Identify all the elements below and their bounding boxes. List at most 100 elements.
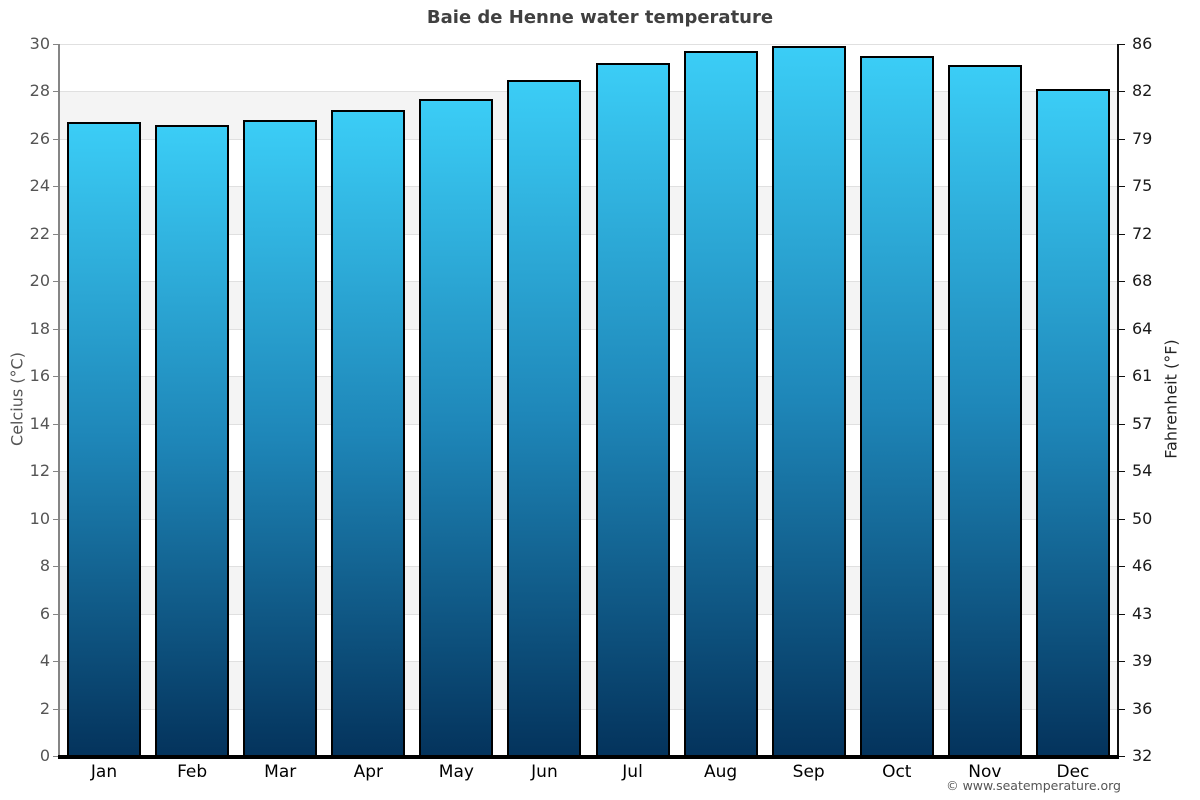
y-tick-mark-right [1119,138,1125,140]
y-tick-label-fahrenheit-86: 86 [1132,34,1153,53]
x-tick-label-nov: Nov [968,762,1002,782]
y-tick-mark-left [53,471,58,473]
y-tick-label-fahrenheit-36: 36 [1132,698,1153,718]
y-tick-mark-left [53,518,58,520]
bar-may[interactable] [419,98,494,756]
y-tick-label-celsius-18: 18 [29,318,50,338]
y-tick-mark-right [1119,91,1125,93]
x-tick-label-oct: Oct [882,762,912,782]
y-tick-label-fahrenheit-39: 39 [1132,651,1153,671]
y-tick-label-celsius-12: 12 [29,461,50,481]
y-tick-label-fahrenheit-72: 72 [1132,223,1153,243]
y-tick-label-celsius-10: 10 [29,508,50,528]
bar-mar[interactable] [243,119,318,756]
x-tick-label-jan: Jan [90,762,118,782]
y-axis-line-right [1117,44,1119,756]
y-tick-label-fahrenheit-57: 57 [1132,413,1153,433]
plot-band [60,613,1117,662]
y-tick-label-fahrenheit-50: 50 [1132,508,1153,528]
y-tick-mark-right [1119,376,1125,378]
chart-title: Baie de Henne water temperature [426,7,774,28]
y-tick-mark-right [1119,281,1125,283]
y-tick-mark-left [53,756,58,757]
y-tick-label-fahrenheit-61: 61 [1132,366,1153,386]
y-tick-mark-right [1119,44,1125,45]
y-axis-title-fahrenheit: Fahrenheit (°F) [1161,339,1181,459]
y-tick-mark-left [53,44,58,45]
y-tick-mark-right [1119,328,1125,330]
y-tick-label-celsius-6: 6 [39,603,50,623]
bar-aug[interactable] [683,51,758,756]
bar-apr[interactable] [331,110,406,756]
x-axis-baseline [58,755,1119,759]
plot-band [60,281,1117,329]
bar-sep[interactable] [771,46,846,756]
y-tick-label-fahrenheit-75: 75 [1132,176,1153,196]
plot-band [60,91,1117,139]
y-tick-label-celsius-14: 14 [29,413,50,433]
plot-band [60,661,1117,709]
y-tick-label-celsius-4: 4 [39,651,50,671]
plot-band [60,233,1117,282]
y-tick-label-celsius-30: 30 [29,34,50,53]
x-tick-label-mar: Mar [264,762,297,782]
bar-nov[interactable] [947,65,1022,756]
y-tick-label-celsius-20: 20 [29,271,50,291]
plot-band [60,708,1117,756]
bar-dec[interactable] [1035,89,1110,756]
y-tick-mark-right [1119,566,1125,568]
plot-band [60,44,1117,92]
y-tick-label-celsius-24: 24 [29,176,50,196]
y-tick-mark-right [1119,186,1125,188]
plot-band [60,423,1117,472]
y-tick-mark-left [53,281,58,283]
y-tick-label-fahrenheit-68: 68 [1132,271,1153,291]
x-tick-label-sep: Sep [792,762,825,782]
y-tick-mark-left [53,376,58,378]
y-tick-mark-left [53,233,58,235]
plot-band [60,376,1117,424]
y-tick-mark-right [1119,756,1125,757]
y-tick-mark-left [53,91,58,93]
y-tick-mark-left [53,708,58,710]
bar-jun[interactable] [507,79,582,756]
plot-band [60,186,1117,234]
y-tick-mark-left [53,423,58,425]
y-tick-mark-right [1119,708,1125,710]
y-tick-mark-left [53,138,58,140]
x-tick-label-feb: Feb [177,762,208,782]
bar-jan[interactable] [67,122,142,756]
y-tick-mark-right [1119,661,1125,663]
y-tick-label-fahrenheit-82: 82 [1132,81,1153,101]
x-tick-label-apr: Apr [353,762,383,782]
y-tick-mark-right [1119,518,1125,520]
plot-band [60,328,1117,377]
x-tick-label-dec: Dec [1056,762,1090,782]
y-tick-label-fahrenheit-32: 32 [1132,746,1153,765]
y-tick-label-fahrenheit-54: 54 [1132,461,1153,481]
bar-oct[interactable] [859,55,934,756]
y-tick-mark-left [53,566,58,568]
bar-feb[interactable] [155,124,230,756]
y-tick-label-celsius-26: 26 [29,128,50,148]
y-tick-label-fahrenheit-79: 79 [1132,128,1153,148]
y-tick-mark-left [53,661,58,663]
plot-band [60,566,1117,614]
bar-jul[interactable] [595,62,670,756]
x-axis: Jan Feb Mar Apr May Jun Jul Aug Sep Oct Nov Dec [60,760,1117,786]
y-tick-label-fahrenheit-64: 64 [1132,318,1153,338]
plot-band [60,471,1117,519]
x-tick-label-jun: Jun [531,762,558,782]
x-tick-label-jul: Jul [622,762,643,782]
y-tick-label-celsius-16: 16 [29,366,50,386]
y-tick-label-celsius-28: 28 [29,81,50,101]
y-tick-mark-right [1119,423,1125,425]
y-tick-label-celsius-8: 8 [39,556,50,576]
y-tick-mark-left [53,186,58,188]
copyright-link[interactable]: © www.seatemperature.org [946,778,1121,793]
y-tick-label-celsius-2: 2 [39,698,50,718]
y-tick-mark-right [1119,613,1125,615]
x-tick-label-aug: Aug [704,762,738,782]
y-tick-mark-left [53,613,58,615]
